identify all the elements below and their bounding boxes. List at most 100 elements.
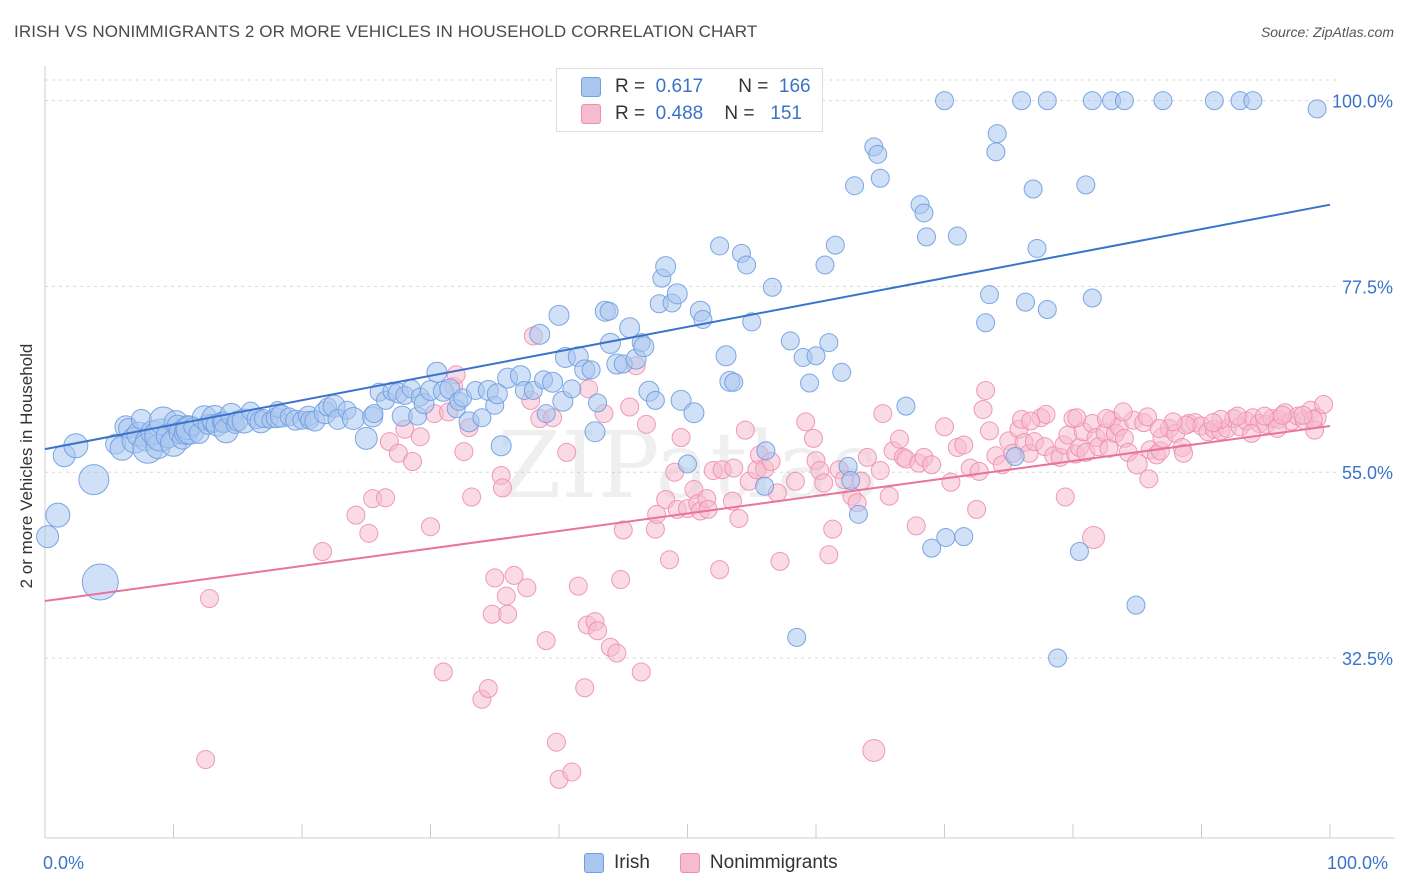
irish-point — [737, 255, 757, 275]
irish-swatch — [584, 853, 604, 873]
nonimmigrants-point — [976, 380, 996, 400]
nonimmigrants-point — [967, 499, 987, 519]
nonimmigrants-point — [671, 428, 691, 448]
nonimmigrants-point — [504, 565, 524, 585]
nonimmigrants-point — [1203, 413, 1223, 433]
nonimmigrants-point — [588, 621, 608, 641]
irish-point — [645, 390, 665, 410]
nonimmigrants-swatch — [679, 853, 700, 873]
nonimmigrants-point — [631, 662, 651, 682]
irish-point — [917, 227, 937, 247]
nonimmigrants-point — [421, 517, 440, 537]
irish-point — [870, 168, 890, 188]
irish-point — [1243, 91, 1263, 111]
nonimmigrants-point — [1096, 409, 1116, 429]
irish-point — [633, 336, 655, 358]
irish-point — [832, 362, 852, 382]
nonimmigrants-point — [376, 488, 396, 508]
nonimmigrants-point — [870, 461, 890, 481]
irish-point — [1153, 91, 1173, 111]
nonimmigrants-point — [722, 491, 742, 511]
nonimmigrants-point — [496, 586, 516, 606]
irish-point — [364, 404, 384, 424]
irish-point — [670, 389, 692, 411]
irish-point — [815, 255, 835, 275]
stats-legend: R = 0.617 N = 166 R = 0.488 N = 151 — [556, 68, 823, 132]
irish-r-value: 0.617 — [655, 76, 704, 97]
irish-point — [1307, 99, 1327, 119]
nonimmigrants-point — [973, 399, 993, 419]
irish-point — [1015, 292, 1035, 312]
nonimmigrants-point — [954, 435, 974, 455]
nonimmigrants-point — [546, 732, 566, 752]
irish-point — [599, 301, 619, 321]
nonimmigrants-point — [454, 442, 474, 462]
irish-point — [1069, 541, 1089, 561]
irish-point — [36, 525, 60, 549]
nonimmigrants-point — [636, 414, 656, 434]
nonimmigrants-point — [979, 421, 999, 441]
nonimmigrants-point — [611, 570, 631, 590]
nonimmigrants-point — [969, 461, 989, 481]
y-tick-label: 32.5% — [1342, 649, 1393, 669]
nonimmigrants-point — [1021, 411, 1041, 431]
irish-point — [800, 373, 820, 393]
irish-point — [1082, 288, 1102, 308]
nonimmigrants-point — [478, 679, 498, 699]
source-credit: Source: ZipAtlas.com — [1260, 24, 1394, 40]
irish-point — [1048, 648, 1068, 668]
irish-trend-line — [44, 203, 1331, 451]
irish-point — [666, 283, 688, 305]
y-tick-labels: 32.5% 55.0% 77.5% 100.0% — [1332, 92, 1393, 669]
nonimmigrants-point — [1138, 407, 1158, 427]
nonimmigrants-point — [388, 443, 408, 463]
nonimmigrants-point — [1242, 423, 1262, 443]
nonimmigrants-point — [819, 545, 839, 565]
nonimmigrants-point — [498, 604, 518, 624]
nonimmigrants-point — [485, 568, 505, 588]
irish-point — [947, 226, 967, 246]
nonimmigrants-point — [1314, 395, 1334, 415]
gridlines — [45, 79, 1340, 659]
irish-point — [1005, 447, 1025, 467]
irish-point — [536, 404, 556, 424]
nonimmigrants-point — [922, 455, 942, 475]
nonimmigrants-point — [935, 417, 954, 437]
irish-point — [780, 331, 800, 351]
nonimmigrants-point — [857, 447, 877, 467]
irish-point — [914, 203, 934, 223]
nonimmigrants-point — [557, 442, 577, 462]
nonimmigrants-point — [410, 427, 430, 447]
nonimmigrants-point — [1174, 443, 1194, 463]
irish-point — [588, 393, 608, 413]
irish-point — [787, 627, 807, 647]
irish-point — [1027, 238, 1047, 258]
legend-item-irish[interactable]: Irish — [584, 852, 650, 874]
irish-point — [78, 464, 110, 496]
y-tick-label: 55.0% — [1342, 463, 1393, 483]
nonimmigrants-point — [492, 478, 512, 498]
nonimmigrants-point — [770, 551, 790, 571]
irish-point — [724, 372, 744, 392]
legend-item-nonimmigrants[interactable]: Nonimmigrants — [679, 852, 838, 874]
irish-point — [976, 313, 996, 333]
irish-point — [848, 504, 868, 524]
irish-point — [710, 236, 730, 256]
irish-point — [529, 323, 551, 345]
irish-point — [762, 277, 782, 297]
nonimmigrants-point — [785, 471, 805, 491]
irish-point — [986, 142, 1006, 162]
nonimmigrants-swatch — [581, 104, 601, 124]
irish-point — [819, 333, 839, 353]
nonimmigrants-point — [196, 750, 216, 770]
irish-point — [1023, 179, 1043, 199]
nonimmigrants-point — [735, 420, 755, 440]
irish-point — [1012, 91, 1032, 111]
irish-point — [486, 383, 508, 405]
irish-swatch — [581, 77, 601, 97]
nonimmigrants-r-value: 0.488 — [655, 103, 704, 124]
series-legend: Irish Nonimmigrants — [584, 852, 868, 874]
nonimmigrants-point — [1139, 469, 1159, 489]
irish-point — [354, 426, 378, 450]
